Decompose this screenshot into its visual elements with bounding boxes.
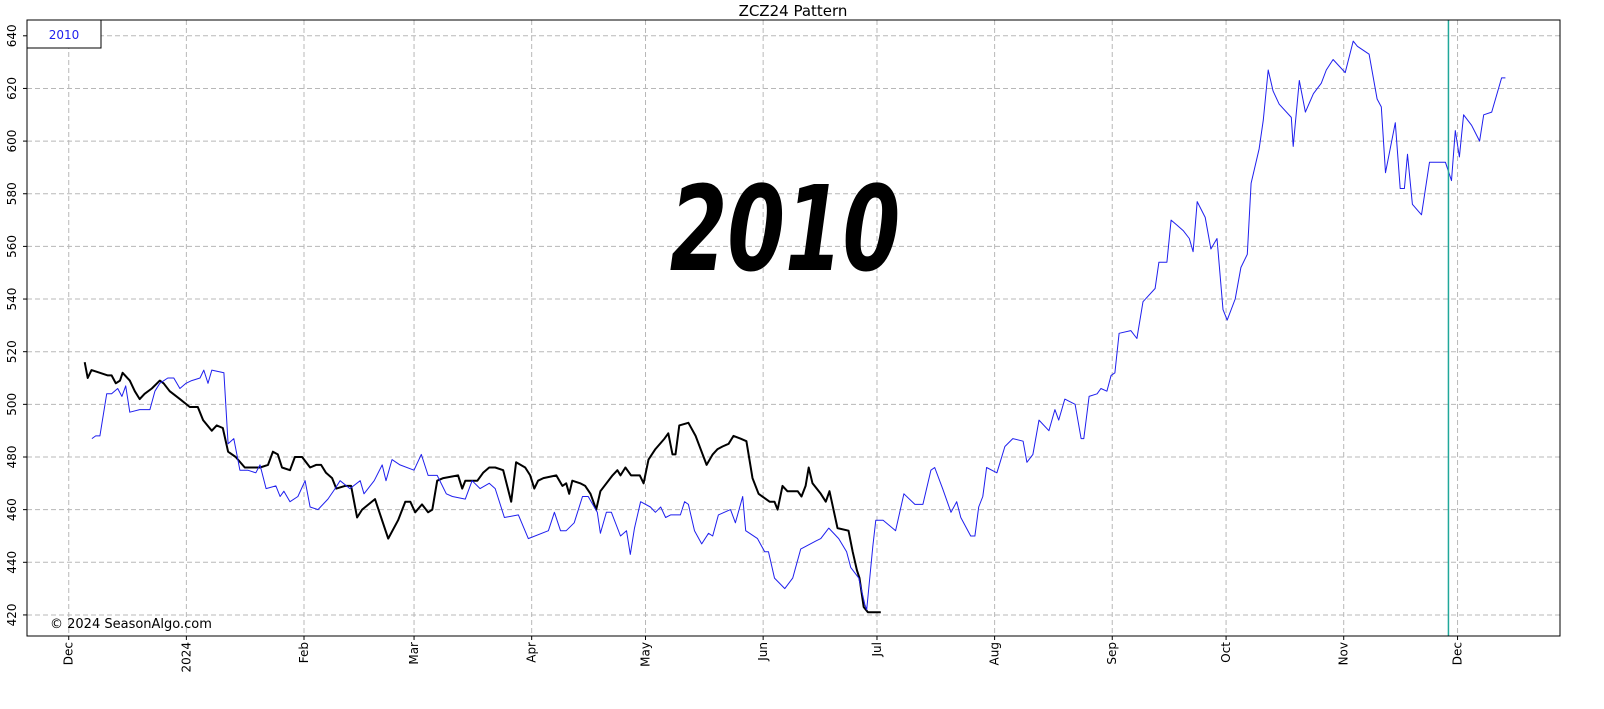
credit: © 2024 SeasonAlgo.com bbox=[50, 617, 212, 632]
x-tick-label: Nov bbox=[1337, 642, 1351, 665]
y-tick-label: 640 bbox=[5, 24, 19, 47]
series-line bbox=[83, 362, 881, 614]
y-tick-label: 440 bbox=[5, 551, 19, 574]
y-tick-label: 520 bbox=[5, 340, 19, 363]
y-tick-label: 480 bbox=[5, 446, 19, 469]
chart-title: ZCZ24 Pattern bbox=[739, 2, 848, 20]
grid: 420 440 460 480 500 520 540 560 580 600 620 640 Dec 2… bbox=[5, 20, 1560, 673]
y-tick-label: 600 bbox=[5, 130, 19, 153]
x-tick-label: Aug bbox=[988, 642, 1002, 665]
x-tick-label: Sep bbox=[1105, 642, 1119, 665]
plot-frame bbox=[26, 19, 1561, 637]
legend-entry: 2010 bbox=[49, 28, 80, 42]
x-tick-label: Jul bbox=[870, 642, 884, 657]
x-tick-label: Jun bbox=[756, 642, 770, 662]
watermark: 2010 bbox=[670, 161, 900, 298]
x-tick-label: Dec bbox=[62, 642, 76, 665]
y-tick-label: 420 bbox=[5, 603, 19, 626]
x-tick-label: May bbox=[639, 642, 653, 667]
x-tick-label: Apr bbox=[525, 642, 539, 663]
x-tick-label: Dec bbox=[1451, 642, 1465, 665]
legend-box bbox=[26, 19, 102, 49]
x-tick-label: 2024 bbox=[179, 642, 193, 673]
y-tick-label: 500 bbox=[5, 393, 19, 416]
y-tick-label: 540 bbox=[5, 288, 19, 311]
series-line bbox=[91, 40, 1506, 611]
y-tick-label: 580 bbox=[5, 182, 19, 205]
plot bbox=[83, 20, 1506, 636]
y-tick-label: 560 bbox=[5, 235, 19, 258]
y-tick-label: 620 bbox=[5, 77, 19, 100]
x-tick-label: Feb bbox=[297, 642, 311, 663]
x-tick-label: Oct bbox=[1219, 642, 1233, 663]
legend: 2010 bbox=[26, 19, 102, 49]
x-tick-label: Mar bbox=[407, 642, 421, 665]
y-tick-label: 460 bbox=[5, 498, 19, 521]
